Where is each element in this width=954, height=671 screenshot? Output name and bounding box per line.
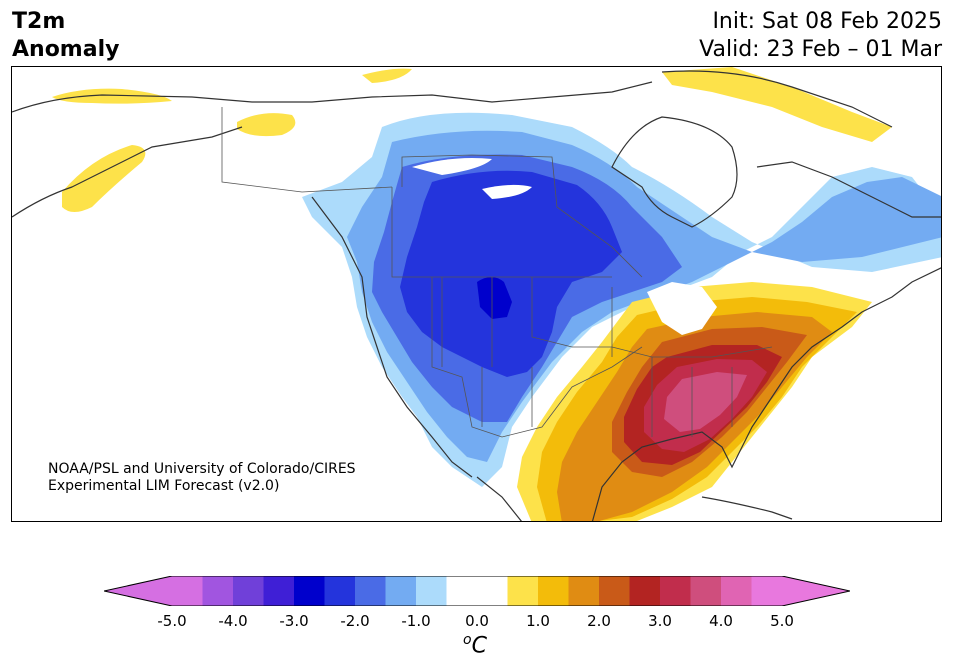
anomaly-patch-arctic-west xyxy=(52,88,172,104)
anomaly-patch-alaska-north xyxy=(237,113,296,137)
colorbar xyxy=(104,576,850,606)
colorbar-swatch xyxy=(721,576,752,606)
colorbar-swatch xyxy=(172,576,203,606)
colorbar-tick-label: -3.0 xyxy=(279,612,309,630)
colorbar-tick-label: 5.0 xyxy=(770,612,794,630)
colorbar-swatch xyxy=(416,576,447,606)
map-canvas xyxy=(12,67,941,521)
credit-line-1: NOAA/PSL and University of Colorado/CIRE… xyxy=(48,461,356,477)
colorbar-swatch xyxy=(751,576,783,606)
colorbar-swatch xyxy=(202,576,234,606)
colorbar-tick-label: 4.0 xyxy=(709,612,733,630)
colorbar-swatch xyxy=(324,576,356,606)
anomaly-patch-arctic-center xyxy=(362,68,412,83)
map-credit: NOAA/PSL and University of Colorado/CIRE… xyxy=(48,461,356,495)
init-date: Init: Sat 08 Feb 2025 xyxy=(712,9,942,34)
colorbar-tick-label: -5.0 xyxy=(157,612,187,630)
degree-symbol: o xyxy=(463,632,472,648)
anomaly-zone-plus-4 xyxy=(664,372,747,432)
colorbar-tick-label: -2.0 xyxy=(340,612,370,630)
lake-great-bear xyxy=(412,158,492,175)
anomaly-zone-minus-4 xyxy=(477,277,512,319)
forecast-dates: Init: Sat 08 Feb 2025 Valid: 23 Feb – 01… xyxy=(699,8,942,64)
colorbar-swatch xyxy=(385,576,417,606)
anomaly-zone-minus-3 xyxy=(400,170,622,377)
colorbar-tick-label: 1.0 xyxy=(526,612,550,630)
colorbar-tick-labels: -5.0 -4.0 -3.0 -2.0 -1.0 0.0 1.0 2.0 3.0 4.0 5.0 xyxy=(0,612,954,632)
colorbar-swatch xyxy=(538,576,569,606)
colorbar-swatch xyxy=(477,576,508,606)
anomaly-patch-alaska-coast xyxy=(62,145,146,212)
colorbar-under-triangle xyxy=(104,576,172,606)
great-lakes xyxy=(647,282,717,335)
title-line-1: T2m xyxy=(12,9,66,34)
colorbar-swatch xyxy=(507,576,539,606)
colorbar-tick-label: 2.0 xyxy=(587,612,611,630)
anomaly-patch-greenland xyxy=(662,67,892,142)
colorbar-swatch xyxy=(355,576,386,606)
map-title: T2m Anomaly xyxy=(12,8,119,64)
coastlines xyxy=(12,70,941,521)
colorbar-swatch xyxy=(263,576,295,606)
colorbar-tick-label: 0.0 xyxy=(465,612,489,630)
colorbar-swatch xyxy=(446,576,478,606)
colorbar-swatch xyxy=(660,576,691,606)
colorbar-units: oC xyxy=(463,632,487,658)
colorbar-swatch xyxy=(629,576,661,606)
anomaly-map xyxy=(11,66,942,522)
colorbar-swatch xyxy=(690,576,722,606)
colorbar-swatch xyxy=(294,576,325,606)
title-line-2: Anomaly xyxy=(12,37,120,62)
credit-line-2: Experimental LIM Forecast (v2.0) xyxy=(48,478,280,494)
colorbar-swatch xyxy=(599,576,630,606)
political-borders xyxy=(221,107,773,438)
colorbar-tick-label: -4.0 xyxy=(218,612,248,630)
lake-winnipeg xyxy=(482,184,532,199)
units-letter: C xyxy=(471,633,487,659)
colorbar-tick-label: -1.0 xyxy=(401,612,431,630)
colorbar-tick-label: 3.0 xyxy=(648,612,672,630)
colorbar-swatch xyxy=(568,576,600,606)
valid-date: Valid: 23 Feb – 01 Mar xyxy=(699,37,942,62)
colorbar-swatch xyxy=(233,576,264,606)
colorbar-over-triangle xyxy=(782,576,850,606)
